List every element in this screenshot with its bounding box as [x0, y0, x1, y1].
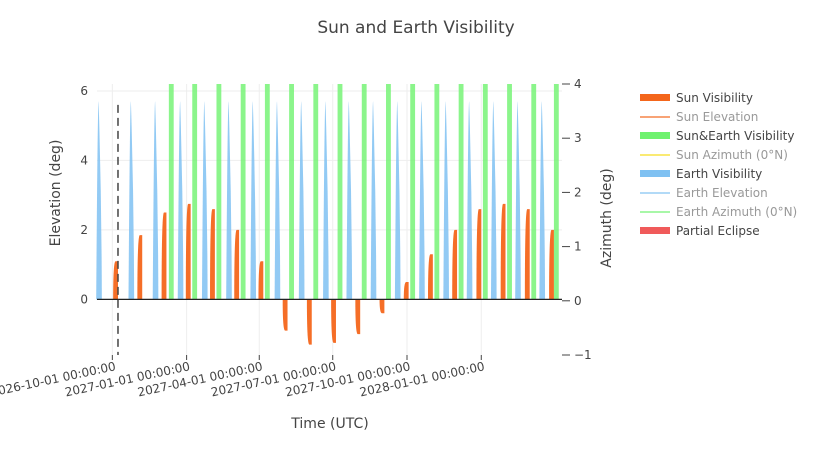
- y2-tick-label: 1: [574, 240, 582, 254]
- legend-swatch: [640, 94, 670, 101]
- earth-visibility-peak: [466, 101, 473, 300]
- earth-visibility-peak: [128, 101, 135, 300]
- earth-visibility-peak: [394, 101, 401, 300]
- earth-visibility-peak: [201, 101, 208, 300]
- sun-earth-visibility-window: [434, 84, 440, 300]
- earth-visibility-peak: [96, 101, 102, 300]
- sun-elevation-lobe: [379, 299, 385, 314]
- legend-label: Earth Elevation: [676, 186, 768, 200]
- y2-tick-label: 0: [574, 294, 582, 308]
- y-tick-label: 0: [80, 292, 88, 306]
- legend-item: Earth Visibility: [640, 167, 762, 181]
- sun-elevation-lobe: [500, 203, 506, 300]
- grid-lines: [97, 84, 562, 355]
- sun-elevation-lobe: [113, 261, 118, 300]
- x-axis-title: Time (UTC): [290, 416, 368, 432]
- sun-elevation-lobe: [306, 299, 312, 345]
- sun-earth-visibility-window: [264, 84, 270, 300]
- earth-visibility-peak: [346, 101, 353, 300]
- sun-elevation-lobe: [258, 261, 264, 300]
- earth-visibility-peak: [515, 101, 521, 300]
- earth-visibility-peak: [443, 101, 449, 300]
- sun-elevation-lobe: [476, 209, 482, 300]
- legend-swatch: [640, 170, 670, 177]
- sun-elevation-lobe: [403, 282, 409, 300]
- legend-item: Partial Eclipse: [640, 224, 760, 238]
- legend-item: Sun Elevation: [640, 110, 758, 124]
- legend-item: Sun&Earth Visibility: [640, 129, 794, 143]
- legend-label: Earth Azimuth (0°N): [676, 205, 797, 219]
- y-tick-label: 2: [80, 223, 88, 237]
- legend-item: Sun Azimuth (0°N): [640, 148, 788, 162]
- y-tick-label: 4: [80, 153, 88, 167]
- sun-earth-visibility-window: [313, 84, 319, 300]
- earth-visibility-peak: [250, 101, 257, 300]
- sun-earth-visibility-window: [192, 84, 198, 300]
- y2-tick-label: 4: [574, 77, 582, 91]
- sun-earth-visibility-window: [458, 84, 464, 300]
- sun-elevation-lobe: [355, 299, 361, 335]
- legend-item: Sun Visibility: [640, 91, 753, 105]
- sun-elevation-lobe: [210, 209, 215, 300]
- legend-label: Partial Eclipse: [676, 224, 760, 238]
- legend-swatch: [640, 132, 670, 139]
- y2-tick-label: −1: [574, 348, 592, 362]
- y-tick-label: 6: [80, 84, 88, 98]
- earth-visibility-peak: [274, 101, 281, 300]
- sun-earth-visibility-window: [386, 84, 391, 300]
- sun-elevation-lobe: [234, 229, 240, 300]
- earth-visibility-peak: [177, 101, 184, 300]
- sun-earth-visibility-window: [289, 84, 294, 300]
- legend-label: Earth Visibility: [676, 167, 762, 181]
- sun-earth-visibility-window: [168, 84, 174, 300]
- chart-title: Sun and Earth Visibility: [317, 18, 514, 38]
- sun-elevation-lobe: [185, 203, 191, 300]
- legend-label: Sun Visibility: [676, 91, 753, 105]
- sun-earth-visibility-window: [216, 84, 222, 300]
- sun-earth-visibility-window: [553, 84, 559, 300]
- y2-tick-label: 3: [574, 131, 582, 145]
- sun-earth-visibility-window: [531, 84, 537, 300]
- legend-swatch: [640, 227, 670, 234]
- sun-elevation-lobe: [549, 229, 554, 300]
- sun-elevation-lobe: [452, 229, 458, 300]
- legend: Sun Visibility Sun Elevation Sun&Earth Vis…: [640, 91, 797, 238]
- legend-label: Sun Elevation: [676, 110, 758, 124]
- sun-elevation-lobe: [282, 299, 288, 331]
- earth-visibility-peak: [152, 101, 159, 300]
- sun-earth-visibility-window: [337, 84, 343, 300]
- sun-elevation-lobe: [331, 299, 336, 343]
- legend-item: Earth Elevation: [640, 186, 768, 200]
- y-axis-title: Elevation (deg): [48, 140, 64, 247]
- legend-item: Earth Azimuth (0°N): [640, 205, 797, 219]
- sun-earth-visibility-window: [361, 84, 367, 300]
- earth-visibility-peak: [298, 101, 305, 300]
- sun-earth-visibility-window: [240, 84, 246, 300]
- sun-elevation-lobe: [161, 212, 167, 300]
- earth-visibility-peak: [323, 101, 329, 300]
- legend-label: Sun Azimuth (0°N): [676, 148, 788, 162]
- sun-elevation-lobe: [524, 209, 530, 300]
- earth-visibility-peak: [226, 101, 232, 300]
- earth-visibility-peak: [490, 101, 497, 300]
- earth-visibility-peak: [370, 101, 377, 300]
- sun-elevation-lobe: [137, 235, 143, 300]
- legend-label: Sun&Earth Visibility: [676, 129, 794, 143]
- earth-visibility-peak: [419, 101, 425, 300]
- plot-area: [96, 84, 559, 345]
- sun-earth-visibility-window: [410, 84, 416, 300]
- earth-visibility-peak: [539, 101, 546, 300]
- y2-tick-label: 2: [574, 185, 582, 199]
- y2-axis-title: Azimuth (deg): [599, 168, 615, 267]
- sun-earth-visibility-window: [507, 84, 512, 300]
- sun-elevation-lobe: [427, 254, 433, 300]
- sun-earth-visibility-window: [482, 84, 488, 300]
